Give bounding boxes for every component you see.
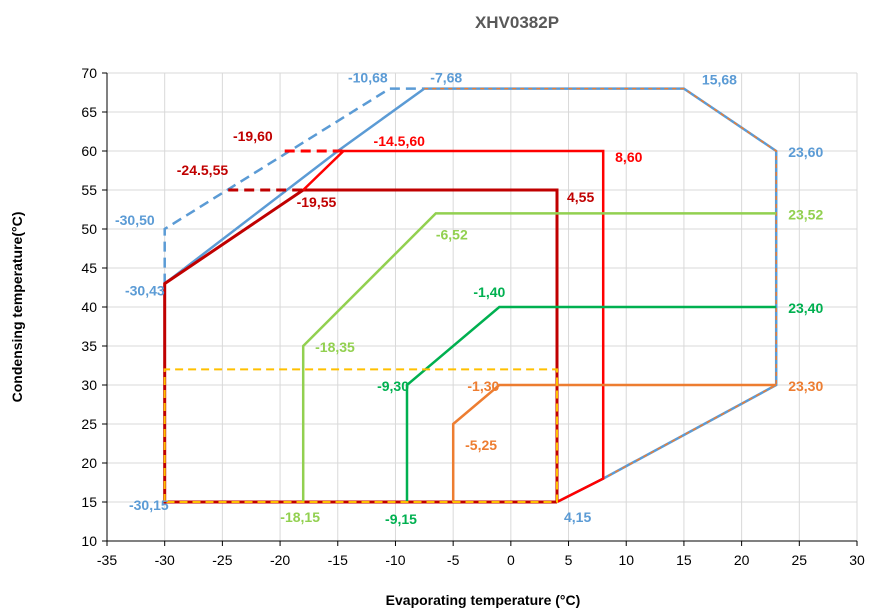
x-tick-label: -25 bbox=[212, 552, 232, 568]
data-label: 4,15 bbox=[564, 509, 591, 525]
y-tick-label: 65 bbox=[81, 104, 97, 120]
data-label: -30,15 bbox=[129, 497, 169, 513]
data-label: -18,35 bbox=[315, 339, 355, 355]
data-label: -19,55 bbox=[297, 194, 337, 210]
data-label: 23,30 bbox=[788, 378, 823, 394]
x-tick-label: -20 bbox=[270, 552, 290, 568]
data-label: -5,25 bbox=[465, 437, 497, 453]
data-label: -6,52 bbox=[436, 226, 468, 242]
series-layer bbox=[163, 87, 778, 504]
x-tick-label: -10 bbox=[385, 552, 405, 568]
data-label: -14.5,60 bbox=[374, 133, 426, 149]
x-axis-title: Evaporating temperature (°C) bbox=[386, 592, 581, 608]
x-tick-label: -15 bbox=[328, 552, 348, 568]
y-tick-label: 20 bbox=[81, 455, 97, 471]
x-tick-label: 20 bbox=[734, 552, 750, 568]
y-tick-label: 15 bbox=[81, 494, 97, 510]
y-tick-label: 60 bbox=[81, 143, 97, 159]
data-label: -19,60 bbox=[233, 128, 273, 144]
series-line bbox=[405, 305, 777, 502]
data-label: 23,60 bbox=[788, 144, 823, 160]
series-line bbox=[302, 149, 605, 504]
data-label: -9,15 bbox=[385, 511, 417, 527]
y-tick-label: 40 bbox=[81, 299, 97, 315]
data-label: 4,55 bbox=[567, 189, 594, 205]
data-labels: -10,68 -7,68 15,68 -19,60 -14.5,60 8,60 23,60 -… bbox=[115, 70, 823, 527]
y-tick-label: 10 bbox=[81, 533, 97, 549]
x-tick-label: 25 bbox=[792, 552, 808, 568]
data-label: -1,30 bbox=[467, 378, 499, 394]
data-label: 23,52 bbox=[788, 206, 823, 222]
x-tick-label: -35 bbox=[97, 552, 117, 568]
data-label: -18,15 bbox=[280, 509, 320, 525]
series-line bbox=[424, 87, 777, 480]
y-tick-label: 55 bbox=[81, 182, 97, 198]
x-tick-label: 30 bbox=[849, 552, 865, 568]
data-label: -7,68 bbox=[430, 70, 462, 86]
data-label: -9,30 bbox=[377, 378, 409, 394]
y-axis-title: Condensing temperature(°C) bbox=[9, 212, 25, 403]
data-label: 8,60 bbox=[615, 149, 642, 165]
chart-title: XHV0382P bbox=[475, 13, 559, 32]
series-line bbox=[301, 212, 777, 502]
data-label: 23,40 bbox=[788, 300, 823, 316]
x-tick-label: 0 bbox=[507, 552, 515, 568]
data-label: -30,50 bbox=[115, 212, 155, 228]
series-line bbox=[451, 383, 777, 502]
x-tick-label: -30 bbox=[155, 552, 175, 568]
series-line bbox=[163, 368, 558, 503]
data-label: -30,43 bbox=[125, 283, 165, 299]
y-tick-label: 25 bbox=[81, 416, 97, 432]
data-label: -1,40 bbox=[473, 284, 505, 300]
y-tick-label: 35 bbox=[81, 338, 97, 354]
data-label: -24.5,55 bbox=[177, 162, 229, 178]
series-line bbox=[163, 87, 425, 284]
x-tick-label: 10 bbox=[618, 552, 634, 568]
data-label: -10,68 bbox=[348, 70, 388, 86]
y-tick-label: 50 bbox=[81, 221, 97, 237]
y-tick-label: 70 bbox=[81, 65, 97, 81]
y-tick-label: 45 bbox=[81, 260, 97, 276]
data-label: 15,68 bbox=[702, 72, 737, 88]
x-tick-label: 15 bbox=[676, 552, 692, 568]
series-line bbox=[163, 188, 559, 504]
x-tick-label: -5 bbox=[447, 552, 460, 568]
axes: -35 -30 -25 -20 -15 -10 -5 0 5 10 15 20 25 30 10 15 20 25… bbox=[81, 65, 865, 568]
x-tick-label: 5 bbox=[565, 552, 573, 568]
y-tick-label: 30 bbox=[81, 377, 97, 393]
